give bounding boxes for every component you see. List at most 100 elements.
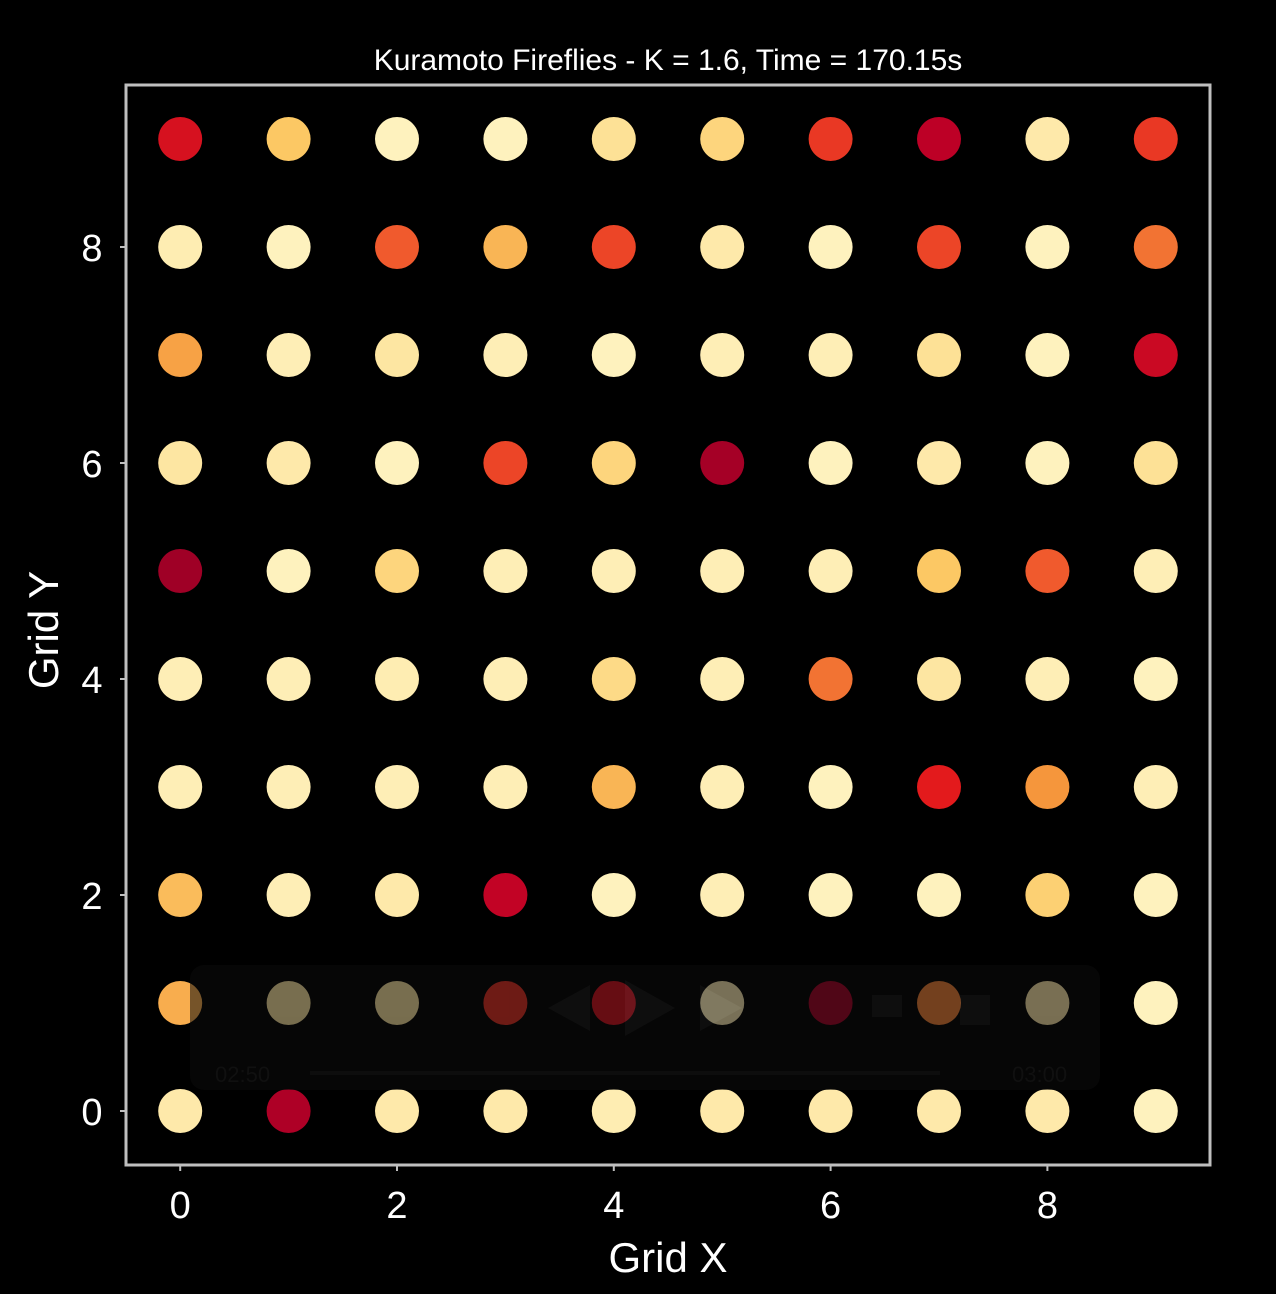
x-tick-label: 8 xyxy=(1037,1185,1058,1227)
firefly-point-3-3 xyxy=(483,765,528,809)
firefly-point-0-9 xyxy=(158,117,203,161)
firefly-point-8-4 xyxy=(1025,657,1070,701)
firefly-point-2-7 xyxy=(375,333,419,377)
y-tick-label: 4 xyxy=(81,660,102,702)
firefly-point-2-2 xyxy=(375,873,419,917)
play-icon[interactable] xyxy=(625,980,675,1036)
firefly-point-7-4 xyxy=(917,657,961,701)
firefly-point-7-5 xyxy=(917,549,961,593)
y-axis-ticks: 0 2 4 6 8 xyxy=(81,228,126,1134)
firefly-point-8-5 xyxy=(1025,549,1070,593)
x-axis-label: Grid X xyxy=(608,1234,727,1281)
firefly-point-5-3 xyxy=(700,765,745,809)
firefly-point-9-0 xyxy=(1133,1089,1178,1133)
firefly-point-3-5 xyxy=(483,549,528,593)
firefly-point-4-3 xyxy=(591,765,636,809)
x-tick-label: 0 xyxy=(170,1185,191,1227)
firefly-point-0-4 xyxy=(158,657,203,701)
airplay-icon[interactable] xyxy=(872,995,902,1017)
firefly-point-3-4 xyxy=(483,657,528,701)
firefly-point-7-9 xyxy=(917,117,961,161)
firefly-point-3-0 xyxy=(483,1089,528,1133)
firefly-point-4-5 xyxy=(591,549,636,593)
firefly-point-5-9 xyxy=(700,117,745,161)
firefly-point-9-7 xyxy=(1133,333,1178,377)
time-total: 03:00 xyxy=(1012,1062,1067,1087)
firefly-point-1-2 xyxy=(266,873,311,917)
progress-track[interactable] xyxy=(310,1071,940,1075)
firefly-point-1-5 xyxy=(266,549,311,593)
video-player-overlay[interactable]: 02:50 03:00 xyxy=(190,965,1100,1090)
x-tick-label: 6 xyxy=(820,1185,841,1227)
firefly-point-6-7 xyxy=(808,333,853,377)
firefly-point-7-6 xyxy=(917,441,961,485)
firefly-point-9-3 xyxy=(1133,765,1178,809)
firefly-point-0-0 xyxy=(158,1089,203,1133)
firefly-point-2-4 xyxy=(375,657,419,701)
firefly-point-0-2 xyxy=(158,873,203,917)
y-tick-label: 0 xyxy=(81,1092,102,1134)
firefly-point-6-4 xyxy=(808,657,853,701)
x-tick-label: 2 xyxy=(386,1185,407,1227)
y-axis-label: Grid Y xyxy=(20,571,67,689)
firefly-point-9-5 xyxy=(1133,549,1178,593)
firefly-point-2-6 xyxy=(375,441,419,485)
firefly-point-5-7 xyxy=(700,333,745,377)
firefly-point-6-0 xyxy=(808,1089,853,1133)
firefly-point-4-2 xyxy=(591,873,636,917)
firefly-point-6-6 xyxy=(808,441,853,485)
rewind-icon[interactable] xyxy=(548,985,590,1031)
firefly-point-7-8 xyxy=(917,225,961,269)
firefly-point-2-5 xyxy=(375,549,419,593)
firefly-point-9-1 xyxy=(1133,981,1178,1025)
firefly-point-9-8 xyxy=(1133,225,1178,269)
firefly-point-1-6 xyxy=(266,441,311,485)
firefly-point-5-2 xyxy=(700,873,745,917)
time-elapsed: 02:50 xyxy=(215,1062,270,1087)
firefly-point-3-7 xyxy=(483,333,528,377)
x-axis-ticks: 0 2 4 6 8 xyxy=(170,1165,1058,1227)
firefly-point-1-9 xyxy=(266,117,311,161)
chart-title: Kuramoto Fireflies - K = 1.6, Time = 170… xyxy=(374,44,963,77)
firefly-point-9-4 xyxy=(1133,657,1178,701)
fast-forward-icon[interactable] xyxy=(700,985,742,1031)
firefly-point-9-6 xyxy=(1133,441,1178,485)
firefly-point-7-7 xyxy=(917,333,961,377)
firefly-point-4-0 xyxy=(591,1089,636,1133)
firefly-point-5-5 xyxy=(700,549,745,593)
plot-frame xyxy=(124,83,1212,1167)
firefly-point-2-3 xyxy=(375,765,419,809)
firefly-point-0-5 xyxy=(158,549,203,593)
firefly-point-5-0 xyxy=(700,1089,745,1133)
firefly-point-1-7 xyxy=(266,333,311,377)
firefly-point-6-2 xyxy=(808,873,853,917)
firefly-point-5-4 xyxy=(700,657,745,701)
firefly-point-3-6 xyxy=(483,441,528,485)
y-tick-label: 2 xyxy=(81,876,102,918)
firefly-point-8-8 xyxy=(1025,225,1070,269)
firefly-point-4-4 xyxy=(591,657,636,701)
firefly-point-5-8 xyxy=(700,225,745,269)
y-tick-label: 6 xyxy=(81,444,102,486)
firefly-point-1-0 xyxy=(266,1089,311,1133)
firefly-point-3-8 xyxy=(483,225,528,269)
y-tick-label: 8 xyxy=(81,228,102,270)
firefly-point-8-2 xyxy=(1025,873,1070,917)
firefly-point-9-9 xyxy=(1133,117,1178,161)
firefly-point-0-8 xyxy=(158,225,203,269)
firefly-point-7-3 xyxy=(917,765,961,809)
firefly-point-6-5 xyxy=(808,549,853,593)
firefly-point-8-0 xyxy=(1025,1089,1070,1133)
firefly-point-9-2 xyxy=(1133,873,1178,917)
firefly-point-8-9 xyxy=(1025,117,1070,161)
firefly-point-7-0 xyxy=(917,1089,961,1133)
firefly-point-8-3 xyxy=(1025,765,1070,809)
firefly-point-0-3 xyxy=(158,765,203,809)
firefly-point-6-9 xyxy=(808,117,853,161)
firefly-point-1-4 xyxy=(266,657,311,701)
firefly-point-8-6 xyxy=(1025,441,1070,485)
pip-icon[interactable] xyxy=(960,995,990,1025)
firefly-point-4-9 xyxy=(591,117,636,161)
firefly-point-4-6 xyxy=(591,441,636,485)
